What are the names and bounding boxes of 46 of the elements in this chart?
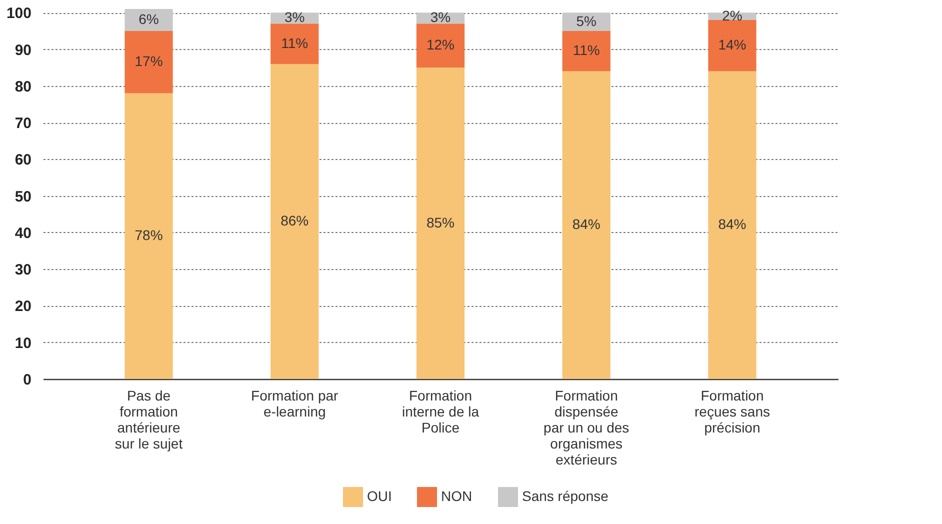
bar: [124, 9, 173, 31]
y-tick-label: 100: [6, 5, 32, 22]
data-label: 12%: [426, 36, 455, 53]
y-tick-label: 50: [14, 188, 32, 206]
bar: [562, 30, 610, 72]
x-tick-label: Formation reçues sans précision: [694, 388, 770, 436]
bar: [708, 20, 756, 72]
bar: [562, 12, 610, 31]
data-label: 11%: [572, 42, 600, 58]
legend-label: Sans réponse: [522, 488, 609, 504]
data-label: 84%: [718, 216, 746, 232]
data-label: 2%: [722, 7, 742, 24]
bar: [270, 64, 319, 379]
legend-label: NON: [441, 488, 472, 504]
y-tick-label: 30: [14, 262, 32, 279]
x-tick-label: Formation dispensée par un ou des organismes extérieurs: [544, 388, 630, 468]
x-tick-label: Formation par e-learning: [251, 388, 339, 420]
data-label: 3%: [430, 9, 451, 26]
y-tick-label: 10: [14, 334, 32, 352]
data-label: 86%: [280, 212, 309, 228]
y-tick-label: 40: [14, 224, 32, 242]
bar: [124, 30, 173, 94]
bar: [708, 71, 756, 379]
data-label: 14%: [718, 36, 746, 53]
y-tick-label: 90: [14, 42, 32, 59]
data-label: 78%: [134, 227, 163, 244]
bar: [270, 24, 319, 64]
y-tick-label: 60: [14, 152, 32, 169]
data-label: 6%: [138, 10, 159, 27]
y-tick-label: 0: [23, 372, 32, 388]
bar: [416, 24, 465, 68]
data-label: 3%: [284, 9, 305, 26]
data-label: 11%: [281, 34, 308, 51]
y-tick-label: 20: [14, 298, 32, 316]
y-tick-label: 80: [14, 78, 32, 96]
bar: [562, 71, 610, 379]
y-tick-label: 70: [14, 115, 32, 132]
data-label: 5%: [576, 12, 596, 29]
x-tick-label: Formation interne de la Police: [402, 388, 480, 436]
data-label: 17%: [134, 53, 163, 70]
legend-label: OUI: [367, 488, 392, 504]
x-tick-label: Pas de formation antérieure sur le sujet: [114, 388, 183, 452]
data-label: 84%: [572, 216, 600, 232]
bar: [416, 68, 465, 379]
bar: [124, 93, 173, 379]
data-label: 85%: [426, 214, 455, 230]
